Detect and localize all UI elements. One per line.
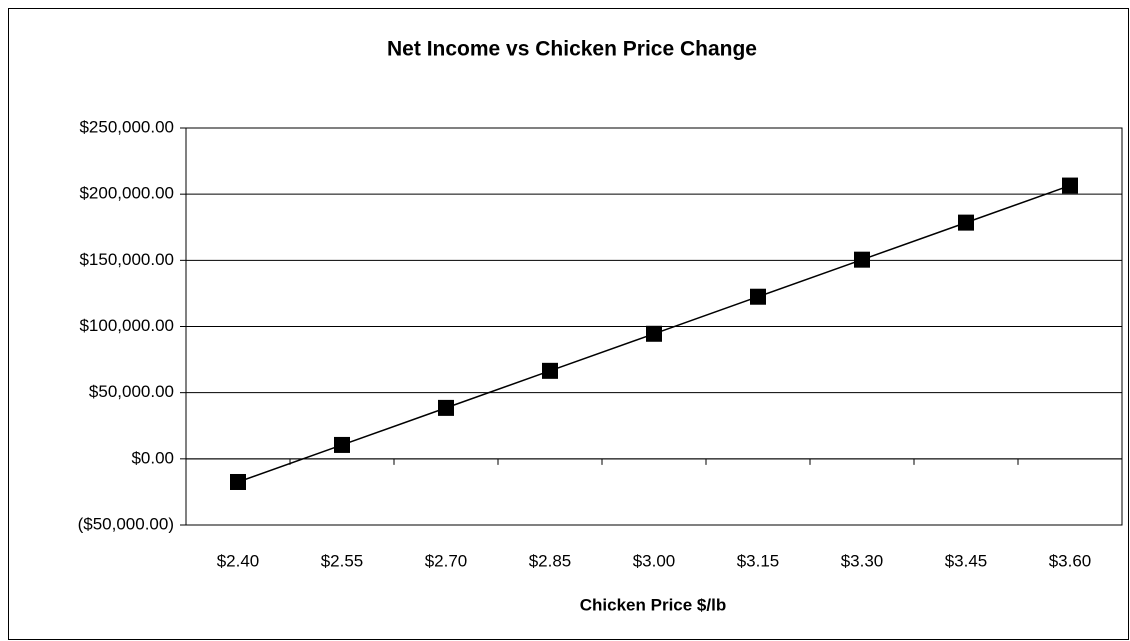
chart-frame	[8, 8, 1129, 640]
y-tick-label: $150,000.00	[79, 250, 174, 269]
y-tick-label: $250,000.00	[79, 117, 174, 136]
marker	[854, 251, 870, 268]
x-tick-label: $3.30	[841, 551, 884, 570]
marker	[542, 362, 558, 379]
y-tick-label: ($50,000.00)	[78, 514, 174, 533]
x-tick-label: $2.55	[321, 551, 364, 570]
y-tick-label: $100,000.00	[79, 316, 174, 335]
x-axis-title: Chicken Price $/lb	[580, 595, 726, 614]
marker	[438, 399, 454, 416]
y-tick-label: $0.00	[131, 448, 174, 467]
chart-title: Net Income vs Chicken Price Change	[387, 38, 757, 61]
marker	[1062, 177, 1078, 194]
x-tick-label: $3.60	[1049, 551, 1092, 570]
marker	[958, 214, 974, 231]
x-tick-label: $2.85	[529, 551, 572, 570]
x-tick-label: $3.00	[633, 551, 676, 570]
marker	[646, 325, 662, 342]
x-tick-label: $3.15	[737, 551, 780, 570]
marker	[334, 436, 350, 453]
x-tick-label: $3.45	[945, 551, 988, 570]
x-tick-label: $2.70	[425, 551, 468, 570]
marker	[750, 288, 766, 305]
y-tick-label: $200,000.00	[79, 184, 174, 203]
marker	[230, 473, 246, 490]
x-tick-label: $2.40	[217, 551, 260, 570]
y-tick-label: $50,000.00	[89, 382, 174, 401]
